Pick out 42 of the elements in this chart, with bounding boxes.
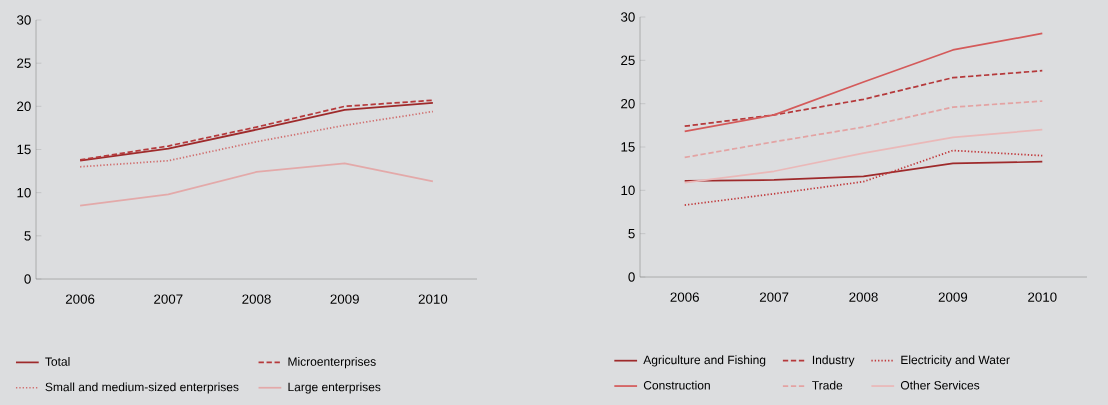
- x-tick-label: 2006: [65, 294, 95, 304]
- legend-label: Construction: [643, 380, 710, 390]
- y-tick-label: 25: [17, 58, 31, 68]
- legend-label: Total: [45, 357, 70, 366]
- line-series: [683, 32, 1044, 133]
- legend-label: Trade: [812, 380, 843, 390]
- x-tick-label: 2009: [330, 294, 359, 304]
- x-tick-label: 2008: [242, 294, 271, 304]
- legend-label: Other Services: [900, 380, 980, 390]
- line-series: [683, 69, 1044, 128]
- line-series: [683, 128, 1044, 184]
- legend-label: Electricity and Water: [901, 355, 1010, 367]
- line-series: [683, 160, 1044, 182]
- x-tick-label: 2006: [670, 292, 699, 302]
- line-series: [79, 162, 434, 207]
- legend-label: Large enterprises: [288, 382, 381, 394]
- y-tick-label: 15: [621, 142, 635, 152]
- legend-label: Small and medium-sized enterprises: [45, 382, 239, 394]
- y-tick-label: 30: [16, 15, 31, 25]
- y-tick-label: 10: [17, 187, 31, 198]
- x-tick-label: 2007: [759, 292, 789, 302]
- y-tick-label: 20: [17, 101, 31, 112]
- x-tick-label: 2007: [154, 294, 183, 304]
- line-series: [79, 110, 434, 168]
- legend-label: Agriculture and Fishing: [643, 355, 766, 367]
- y-tick-label: 5: [628, 229, 635, 239]
- y-tick-label: 10: [621, 185, 635, 196]
- line-series: [683, 149, 1044, 206]
- x-tick-label: 2010: [418, 294, 448, 304]
- y-tick-label: 0: [24, 274, 31, 284]
- legend-label: Microenterprises: [288, 357, 376, 369]
- x-tick-label: 2009: [938, 292, 968, 302]
- y-tick-label: 20: [621, 98, 635, 109]
- y-tick-label: 25: [621, 55, 635, 66]
- line-series: [683, 100, 1044, 159]
- y-tick-label: 15: [17, 144, 31, 155]
- y-tick-label: 0: [628, 272, 635, 282]
- y-tick-label: 30: [620, 12, 635, 22]
- legend-label: Industry: [812, 355, 855, 367]
- x-tick-label: 2010: [1028, 292, 1057, 302]
- x-tick-label: 2008: [849, 292, 878, 302]
- y-tick-label: 5: [24, 231, 31, 241]
